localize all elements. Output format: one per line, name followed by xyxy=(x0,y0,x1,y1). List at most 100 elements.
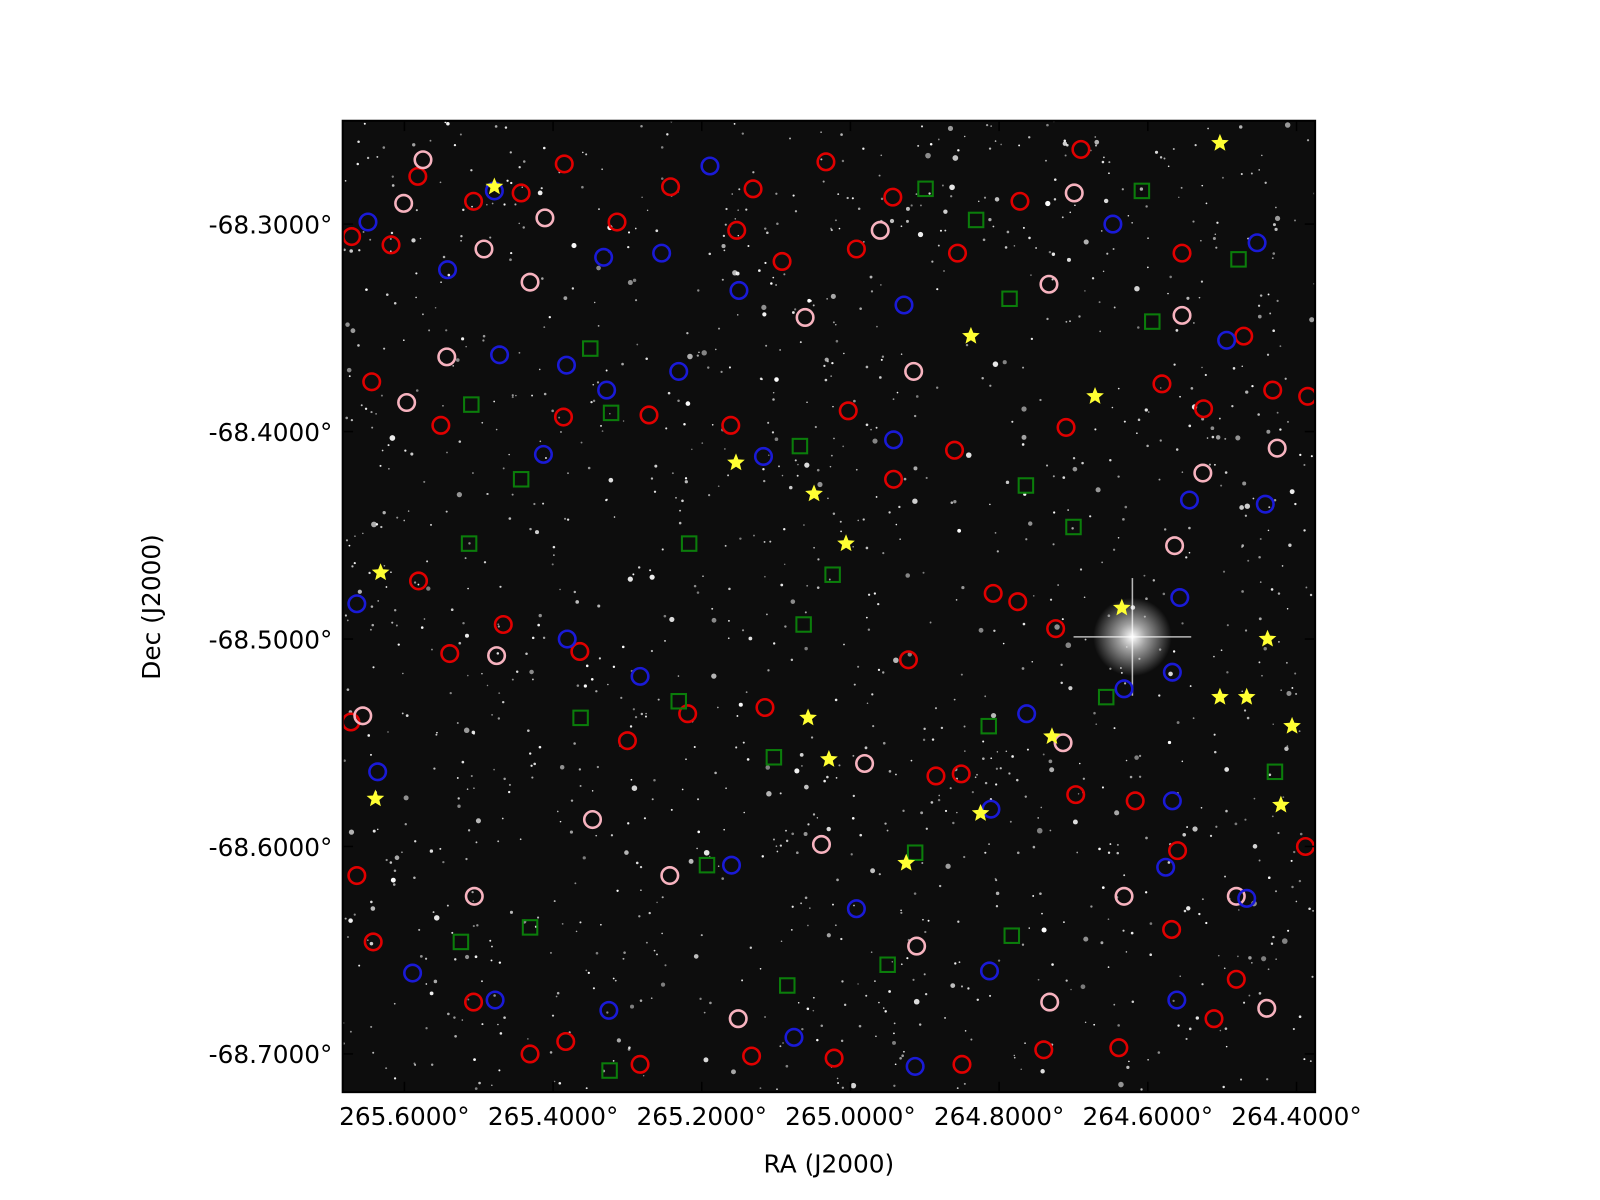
background-star xyxy=(1183,909,1187,913)
background-star xyxy=(1177,1024,1180,1027)
background-star xyxy=(1299,453,1302,457)
background-star xyxy=(880,358,883,361)
background-star xyxy=(1144,891,1148,894)
background-star xyxy=(597,604,601,608)
background-star xyxy=(867,593,871,596)
background-star xyxy=(415,209,418,212)
background-star xyxy=(1284,122,1291,128)
background-star xyxy=(612,977,615,980)
background-star xyxy=(992,361,999,367)
background-star xyxy=(1274,215,1281,222)
background-star xyxy=(627,1048,631,1051)
source-square xyxy=(1230,251,1247,268)
background-star xyxy=(1243,709,1247,712)
background-star xyxy=(556,810,559,813)
y-tick-label: -68.7000° xyxy=(209,1040,333,1069)
background-star xyxy=(727,474,730,477)
source-circle xyxy=(1109,1038,1129,1058)
background-star xyxy=(1147,1058,1149,1061)
background-star xyxy=(358,964,361,967)
source-circle xyxy=(533,444,553,464)
background-star xyxy=(571,243,577,249)
background-star xyxy=(944,229,947,232)
background-star xyxy=(736,314,739,316)
background-star xyxy=(1201,366,1203,369)
background-star xyxy=(1167,292,1169,295)
background-star xyxy=(638,915,641,918)
background-star xyxy=(1206,437,1209,439)
background-star xyxy=(669,616,675,623)
background-star xyxy=(445,329,448,332)
background-star xyxy=(401,712,404,715)
background-star xyxy=(888,511,891,514)
background-star xyxy=(955,599,958,601)
background-star xyxy=(422,313,424,316)
background-star xyxy=(1011,420,1014,423)
source-square xyxy=(452,933,470,951)
background-star xyxy=(1221,176,1224,179)
source-circle xyxy=(599,1000,619,1020)
background-star xyxy=(497,625,500,628)
background-star xyxy=(468,542,471,545)
background-star xyxy=(1048,759,1053,764)
background-star xyxy=(412,143,416,147)
background-star xyxy=(1267,529,1270,532)
background-star xyxy=(714,348,717,351)
background-star xyxy=(1061,618,1064,621)
background-star xyxy=(585,1087,588,1090)
background-star xyxy=(671,472,674,475)
background-star xyxy=(397,643,400,646)
source-circle xyxy=(437,347,457,367)
background-star xyxy=(470,169,473,172)
background-star xyxy=(446,904,449,907)
background-star xyxy=(765,765,771,770)
background-star xyxy=(1178,196,1180,199)
background-star xyxy=(433,767,436,770)
source-circle xyxy=(1267,438,1287,458)
source-circle xyxy=(535,208,555,228)
background-star xyxy=(677,675,680,677)
background-star xyxy=(900,353,903,355)
background-star xyxy=(1052,543,1055,546)
background-star xyxy=(430,1063,434,1067)
background-star xyxy=(370,906,376,911)
background-star xyxy=(698,351,700,354)
background-star xyxy=(371,521,377,528)
source-star xyxy=(727,453,745,471)
source-star xyxy=(1283,716,1301,734)
background-star xyxy=(634,227,637,230)
background-star xyxy=(1179,975,1181,977)
background-star xyxy=(1240,172,1243,176)
background-star xyxy=(1241,544,1245,547)
background-star xyxy=(701,350,707,356)
background-star xyxy=(1185,556,1188,559)
background-star xyxy=(1137,418,1141,422)
x-tick-label: 265.6000° xyxy=(339,1102,470,1131)
background-star xyxy=(917,231,924,238)
background-star xyxy=(1280,689,1282,691)
background-star xyxy=(345,539,349,542)
background-star xyxy=(953,500,957,504)
background-star xyxy=(385,586,388,588)
background-star xyxy=(1046,123,1049,127)
background-star xyxy=(403,519,406,522)
background-star xyxy=(857,519,860,522)
source-circle xyxy=(660,865,680,886)
y-tick-label: -68.4000° xyxy=(209,418,333,447)
background-star xyxy=(766,791,772,797)
background-star xyxy=(345,416,349,420)
background-star xyxy=(503,777,506,781)
background-star xyxy=(823,779,826,783)
background-star xyxy=(447,1012,450,1016)
background-star xyxy=(758,269,761,272)
background-star xyxy=(769,540,772,543)
source-circle xyxy=(743,179,763,199)
background-star xyxy=(840,530,842,533)
background-star xyxy=(478,1081,481,1085)
background-star xyxy=(735,746,738,749)
background-star xyxy=(1279,428,1282,431)
background-star xyxy=(442,255,446,259)
background-star xyxy=(1271,257,1274,260)
y-tick-label: -68.3000° xyxy=(209,210,333,239)
